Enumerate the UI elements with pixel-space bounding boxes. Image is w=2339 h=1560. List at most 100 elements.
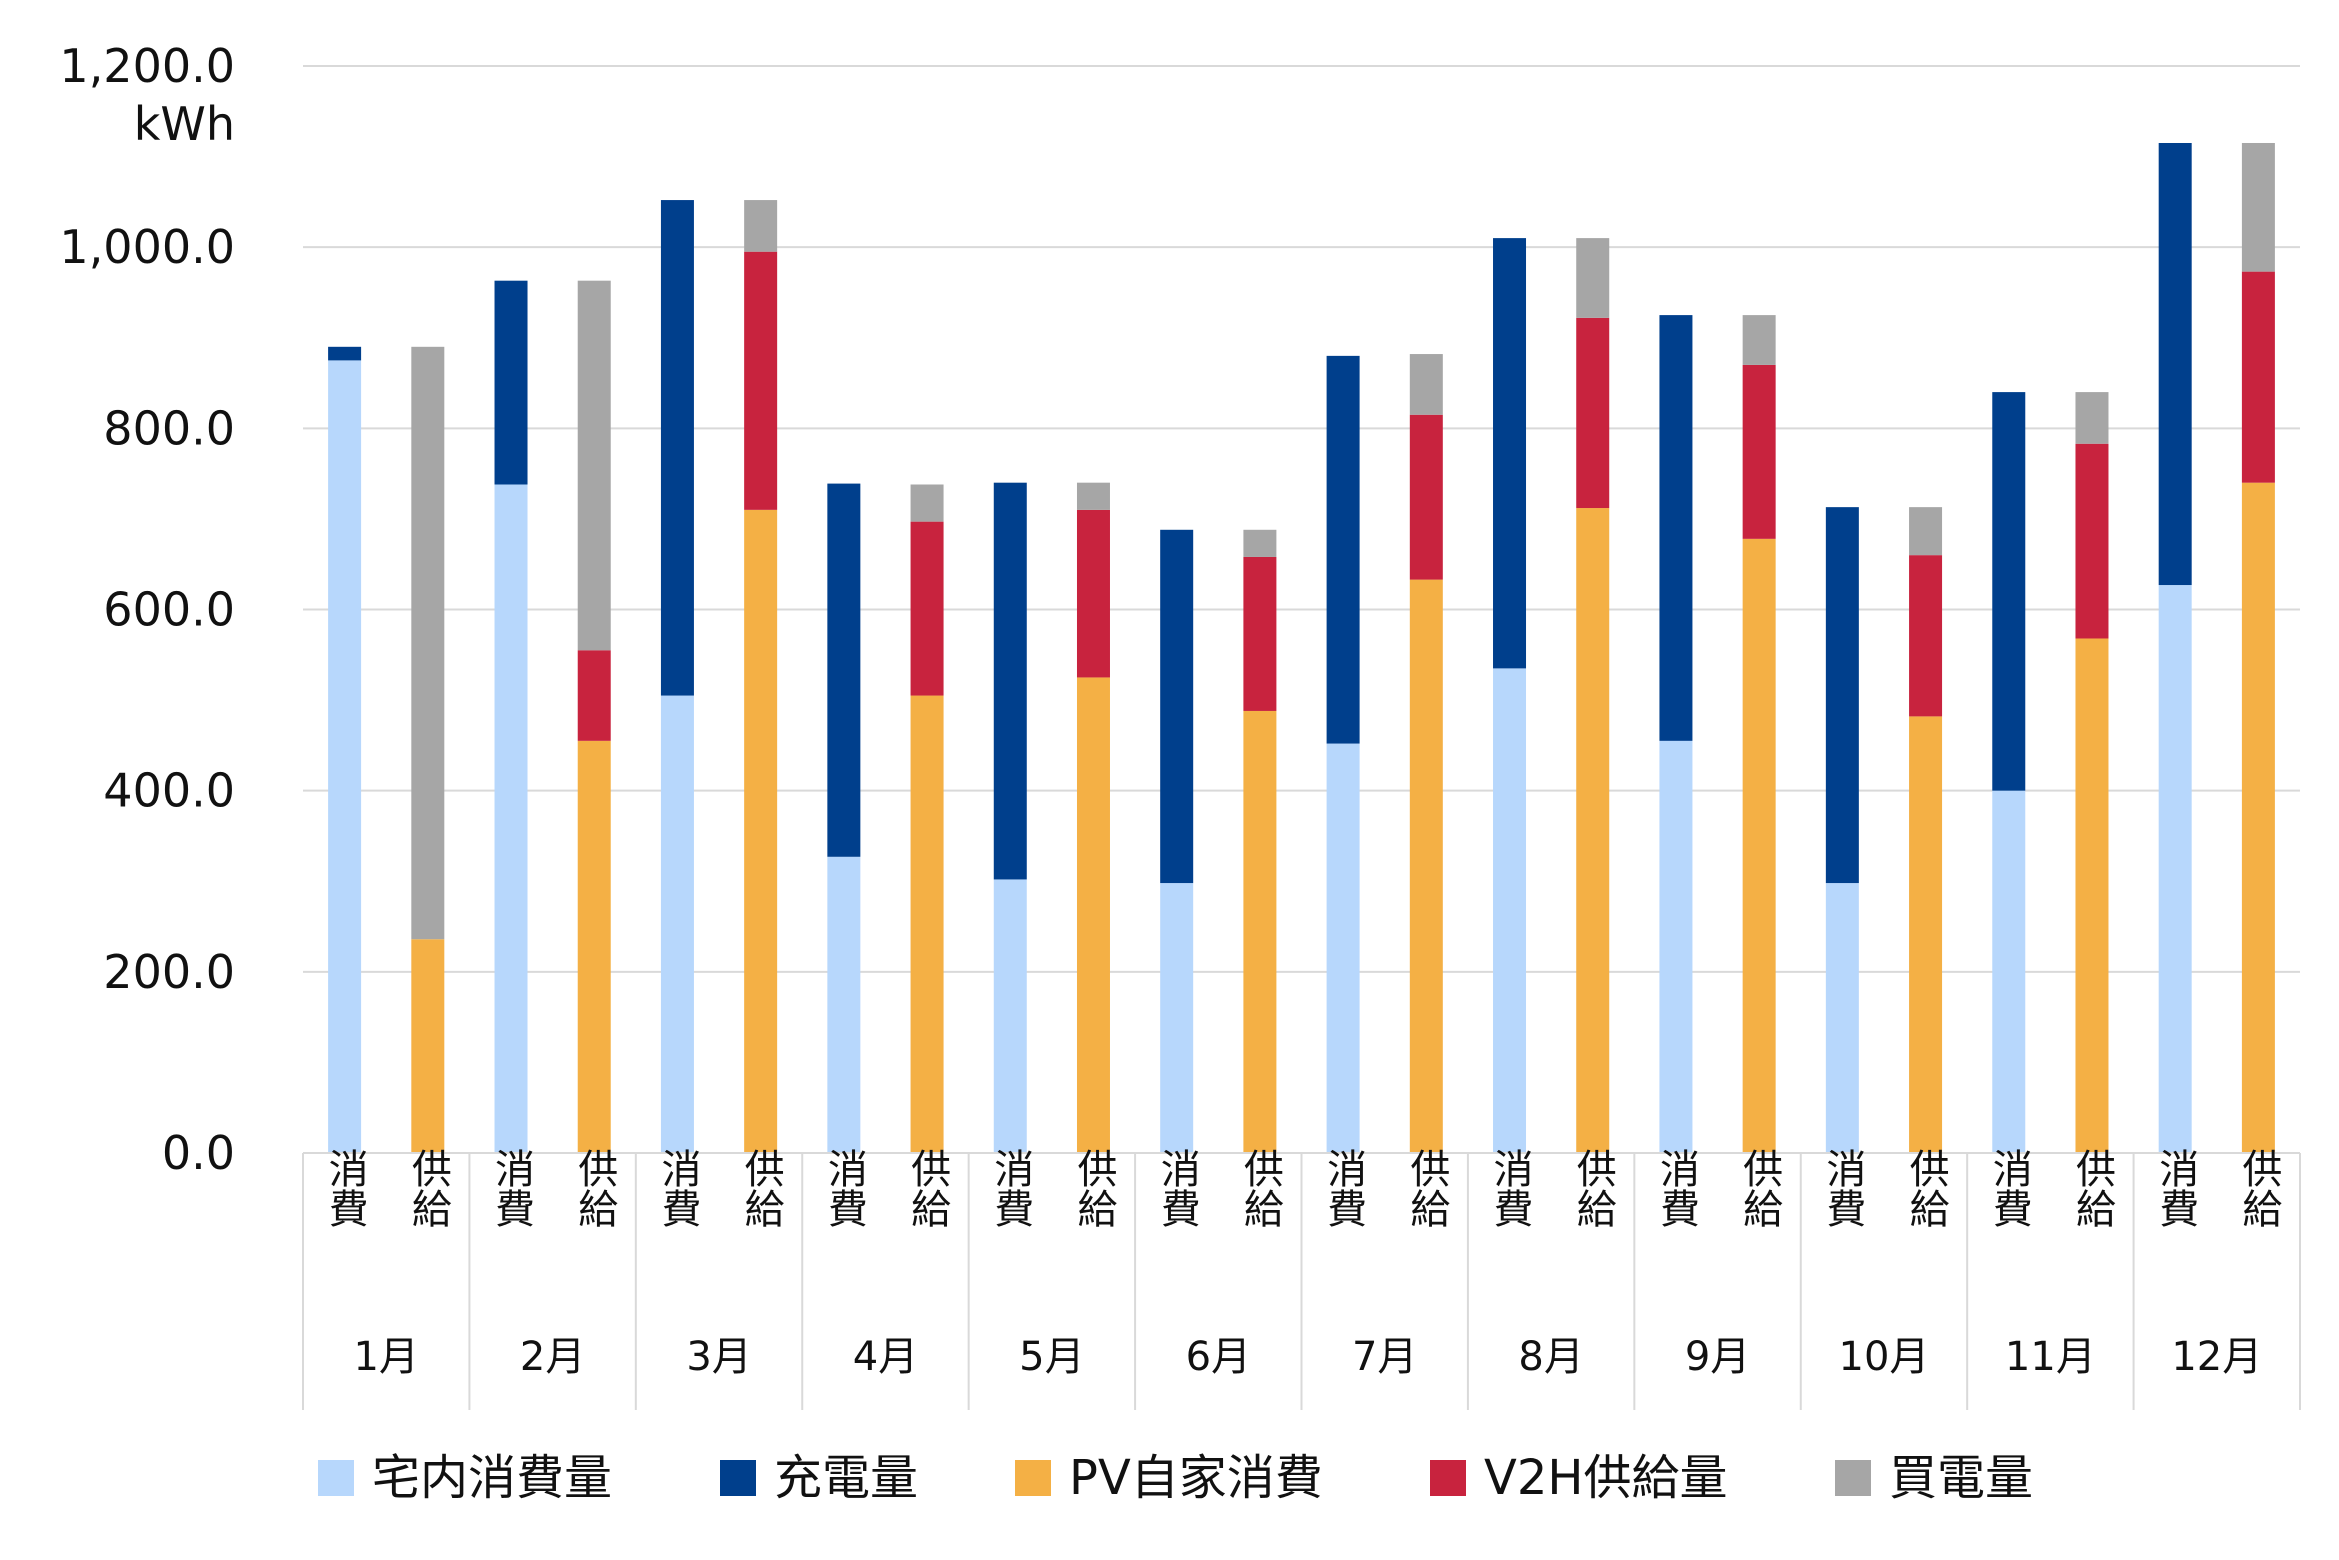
bar-segment [1076,509,1110,678]
bar-segment [660,200,694,696]
x-sub-category-label: 消費 [987,1148,1033,1228]
x-sub-category-label: 消費 [1986,1148,2032,1228]
bar-segment [1909,716,1943,1153]
bar-segment [1659,315,1693,741]
y-tick-label: 400.0 [103,764,235,818]
legend-label: PV自家消費 [1069,1450,1323,1506]
x-month-label: 2月 [520,1334,585,1380]
x-sub-category-label: 消費 [1154,1148,1200,1228]
bar-segment [1825,883,1859,1153]
x-month-label: 8月 [1518,1334,1583,1380]
bar-segment [1493,238,1527,669]
legend-swatch [1430,1460,1466,1496]
x-sub-category-label: 供給 [405,1148,452,1228]
gridlines [303,65,2300,973]
bar-segment [1160,529,1194,884]
x-sub-category-label: 供給 [1070,1148,1117,1228]
x-sub-category-label: 消費 [1320,1148,1366,1228]
bar-segment [910,484,944,522]
bar-segment [328,346,362,361]
bar-segment [577,650,611,741]
bar-segment [2241,271,2275,483]
y-tick-label: 0.0 [162,1126,235,1180]
legend-label: 宅内消費量 [372,1450,612,1506]
bar-segment [1243,529,1277,557]
x-month-label: 10月 [1839,1334,1930,1380]
bar-segment [328,360,362,1153]
bar-segment [1576,508,1610,1154]
x-sub-category-label: 消費 [1819,1148,1865,1228]
x-month-label: 6月 [1186,1334,1251,1380]
x-sub-category-label: 消費 [1653,1148,1699,1228]
bar-segment [411,346,445,940]
x-month-label: 11月 [2005,1334,2096,1380]
bar-segment [1243,710,1277,1153]
x-month-label: 1月 [353,1334,418,1380]
x-sub-category-label: 供給 [1736,1148,1783,1228]
x-sub-category-label: 消費 [654,1148,700,1228]
bar-segment [744,509,778,1153]
y-tick-label: 200.0 [103,945,235,999]
bar-segment [993,482,1027,880]
y-tick-label: 1,000.0 [59,220,235,274]
bar-segment [827,483,861,857]
x-month-label: 5月 [1019,1334,1084,1380]
bars [328,142,2275,1154]
bar-segment [1493,668,1527,1153]
x-sub-category-label: 消費 [821,1148,867,1228]
bar-segment [1326,355,1360,744]
x-sub-category-label: 供給 [2235,1148,2282,1228]
x-sub-category-label: 消費 [488,1148,534,1228]
x-sub-category-label: 供給 [904,1148,951,1228]
legend-swatch [720,1460,756,1496]
bar-segment [411,939,445,1153]
bar-segment [744,200,778,252]
x-month-label: 9月 [1685,1334,1750,1380]
bar-segment [744,251,778,510]
legend-swatch [318,1460,354,1496]
bar-segment [1992,790,2026,1153]
bar-segment [1326,743,1360,1153]
x-sub-category-label: 供給 [1903,1148,1950,1228]
bar-segment [2158,142,2192,586]
bar-segment [1076,677,1110,1153]
x-sub-category-label: 消費 [322,1148,368,1228]
x-month-label: 3月 [686,1334,751,1380]
bar-segment [1409,354,1443,415]
bar-segment [1576,238,1610,318]
bar-segment [2241,482,2275,1153]
y-tick-label: 600.0 [103,583,235,637]
bar-segment [1742,364,1776,539]
legend-swatch [1835,1460,1871,1496]
bar-segment [1409,579,1443,1153]
bar-segment [1825,507,1859,884]
bar-segment [660,695,694,1153]
x-sub-category-label: 供給 [2069,1148,2116,1228]
bar-segment [2241,142,2275,272]
legend: 宅内消費量 充電量 PV自家消費 V2H供給量 買電量 [318,1450,2033,1506]
bar-segment [494,484,528,1153]
legend-label: 買電量 [1889,1450,2033,1506]
bar-segment [1659,740,1693,1153]
legend-label: 充電量 [774,1450,918,1506]
bar-segment [1992,392,2026,791]
x-sub-category-label: 供給 [1403,1148,1450,1228]
x-sub-category-label: 供給 [738,1148,785,1228]
x-sub-category-label: 消費 [2152,1148,2198,1228]
bar-segment [2075,392,2109,444]
bar-segment [827,856,861,1153]
bar-segment [910,521,944,696]
bar-segment [1409,414,1443,580]
bar-segment [2075,443,2109,639]
y-axis-unit-label: kWh [134,97,235,151]
x-month-label: 7月 [1352,1334,1417,1380]
bar-segment [993,879,1027,1153]
y-tick-label: 800.0 [103,401,235,455]
bar-segment [1742,315,1776,365]
bar-segment [2075,638,2109,1153]
bar-segment [1243,556,1277,711]
x-month-label: 12月 [2171,1334,2262,1380]
bar-segment [2158,585,2192,1153]
